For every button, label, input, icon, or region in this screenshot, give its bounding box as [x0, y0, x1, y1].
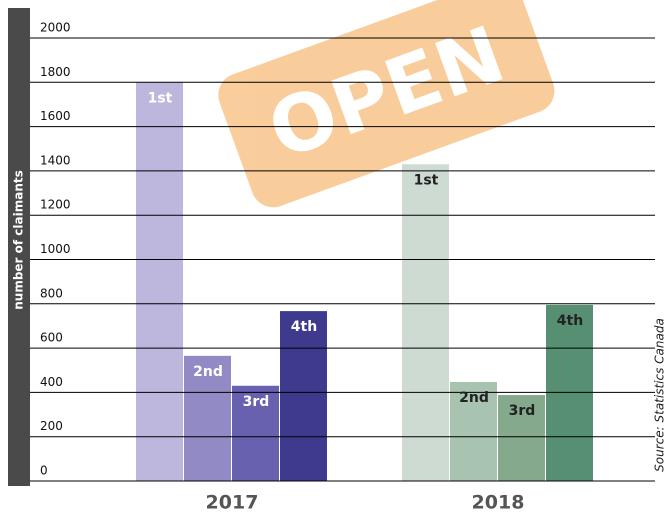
x-tick-label: 2017	[206, 492, 259, 514]
bar-label: 2nd	[459, 390, 489, 406]
bar	[546, 305, 593, 481]
bar-label: 3rd	[509, 403, 536, 419]
bar-label: 2nd	[193, 364, 223, 380]
y-tick-label: 800	[40, 286, 63, 300]
y-tick-label: 0	[40, 464, 48, 478]
source: Source: Statistics Canada	[653, 318, 667, 472]
y-tick-label: 1000	[40, 242, 71, 256]
bar-label: 1st	[148, 90, 173, 106]
y-tick-label: 600	[40, 331, 63, 345]
y-tick-label: 1400	[40, 153, 71, 167]
bar-label: 4th	[291, 319, 317, 335]
y-tick-label: 2000	[40, 21, 71, 35]
y-tick-label: 200	[40, 419, 63, 433]
chart: OPEN number of claimants Source: Statist…	[0, 0, 671, 520]
x-tick-label: 2018	[472, 492, 525, 514]
y-tick-label: 1800	[40, 65, 71, 79]
bar-label: 1st	[414, 172, 439, 188]
y-tick-label: 1200	[40, 198, 71, 212]
y-tick-label: 400	[40, 375, 63, 389]
bar-label: 4th	[557, 313, 583, 329]
y-axis-title: number of claimants	[12, 170, 26, 310]
bar	[136, 82, 183, 481]
bar	[280, 311, 327, 481]
bar	[402, 164, 449, 481]
y-tick-label: 1600	[40, 109, 71, 123]
watermark: OPEN	[212, 0, 561, 213]
bar-label: 3rd	[243, 394, 270, 410]
